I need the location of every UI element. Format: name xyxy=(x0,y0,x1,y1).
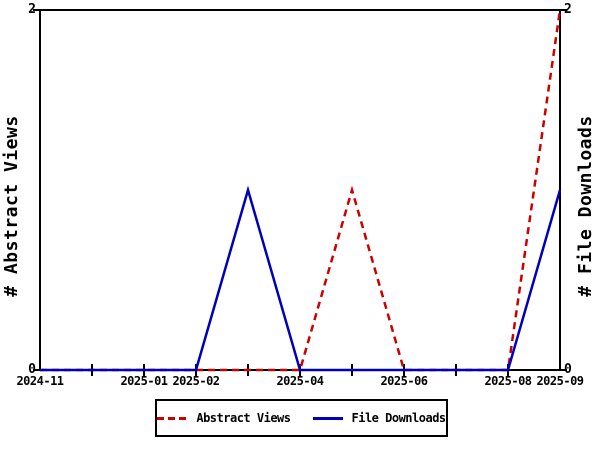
legend-item: File Downloads xyxy=(312,411,447,425)
legend-item: Abstract Views xyxy=(157,411,291,425)
x-tick-label: 2025-01 xyxy=(120,374,168,388)
x-tick-label: 2025-04 xyxy=(276,374,324,388)
x-tick-label: 2024-11 xyxy=(16,374,64,388)
legend-label: Abstract Views xyxy=(196,411,291,425)
series-line-file-downloads xyxy=(40,185,562,372)
x-tick-label: 2025-08 xyxy=(484,374,532,388)
x-tick-label: 2025-09 xyxy=(536,374,584,388)
solid-line-sample-icon xyxy=(312,416,343,420)
y-axis-label-left: # Abstract Views xyxy=(1,115,22,297)
x-tick-label: 2025-06 xyxy=(380,374,428,388)
x-tick-label: 2025-02 xyxy=(172,374,220,388)
y-tick-label-left: 0 xyxy=(28,362,36,377)
y-tick-label-right: 0 xyxy=(564,362,572,377)
dashed-line-sample-icon xyxy=(157,416,188,420)
y-tick-label-left: 2 xyxy=(28,2,36,17)
series-line-abstract-views xyxy=(40,9,562,372)
y-axis-label-right: # File Downloads xyxy=(575,115,596,297)
legend-label: File Downloads xyxy=(351,411,447,425)
y-tick-label-right: 2 xyxy=(564,2,572,17)
legend: Abstract Views File Downloads xyxy=(155,399,448,437)
